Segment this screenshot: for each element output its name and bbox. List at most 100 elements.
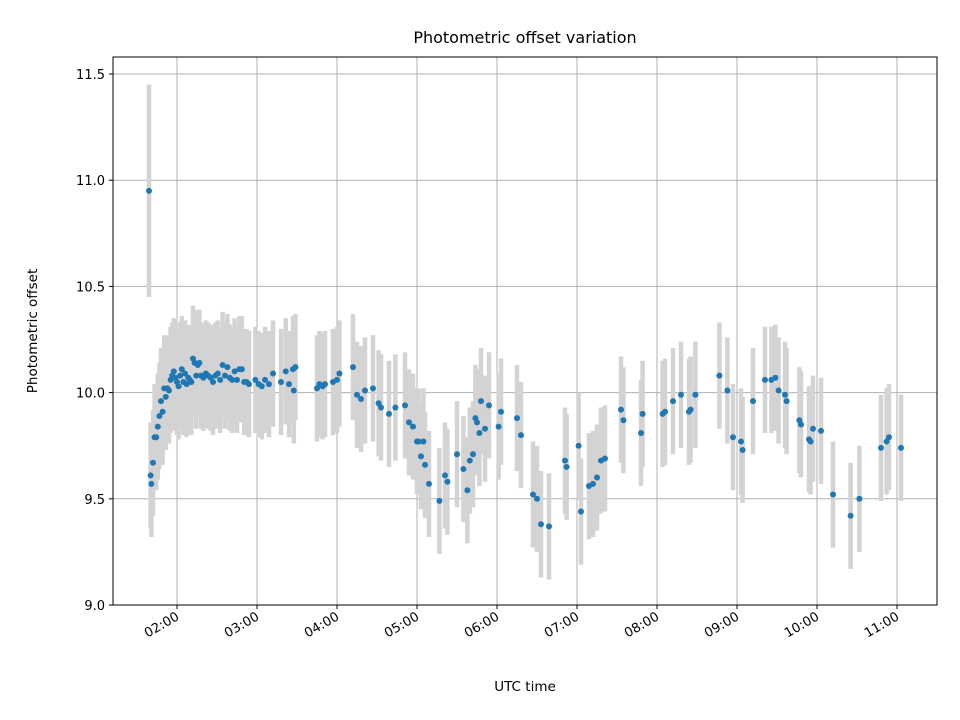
data-point	[175, 383, 182, 390]
data-point	[590, 480, 596, 487]
data-point	[898, 444, 904, 451]
y-tick-label: 11.5	[76, 68, 105, 83]
data-point	[147, 472, 154, 479]
data-point	[410, 423, 416, 430]
data-point	[886, 434, 892, 441]
data-point	[150, 459, 156, 466]
data-point	[234, 376, 240, 383]
y-tick-label: 9.0	[84, 599, 105, 614]
y-axis-ticks: 9.0 9.5 10.0 10.5 11.0 11.5	[76, 68, 113, 614]
y-axis-label: Photometric offset	[25, 269, 41, 393]
data-point	[638, 429, 644, 436]
data-point	[334, 376, 340, 383]
data-points	[146, 187, 904, 530]
data-point	[262, 376, 268, 383]
y-tick-label: 9.5	[84, 493, 105, 508]
data-point	[177, 372, 184, 379]
data-point	[426, 480, 432, 487]
data-point	[830, 491, 836, 498]
data-point	[420, 438, 427, 445]
chart-title: Photometric offset variation	[413, 28, 636, 47]
data-point	[170, 368, 177, 375]
data-point	[486, 402, 492, 409]
data-point	[292, 364, 299, 371]
data-point	[193, 372, 200, 379]
data-point	[739, 446, 746, 453]
data-point	[222, 372, 228, 379]
data-point	[442, 472, 448, 479]
data-point	[156, 412, 163, 419]
data-point	[153, 434, 160, 441]
data-point	[678, 391, 684, 398]
data-point	[856, 495, 863, 502]
data-point	[246, 381, 252, 388]
data-point	[546, 523, 552, 530]
data-point	[336, 370, 343, 377]
data-point	[594, 474, 600, 481]
data-point	[183, 381, 190, 388]
data-point	[460, 466, 467, 473]
data-point	[229, 376, 236, 383]
data-point	[602, 455, 608, 462]
data-point	[188, 378, 195, 385]
data-point	[478, 398, 484, 405]
data-point	[738, 438, 744, 445]
data-point	[252, 376, 259, 383]
data-point	[362, 387, 368, 394]
data-point	[290, 387, 297, 394]
data-point	[466, 457, 473, 464]
data-point	[370, 385, 376, 392]
data-point	[146, 187, 152, 194]
data-point	[154, 423, 161, 430]
data-point	[354, 391, 360, 398]
data-point	[196, 359, 203, 366]
data-point	[730, 434, 736, 441]
data-point	[847, 512, 854, 519]
data-point	[217, 376, 224, 383]
data-point	[322, 381, 328, 388]
data-point	[258, 383, 265, 390]
data-point	[231, 368, 238, 375]
data-point	[692, 391, 699, 398]
data-point	[350, 364, 356, 371]
data-point	[406, 419, 412, 426]
data-point	[158, 398, 164, 405]
data-point	[219, 361, 226, 368]
data-point	[474, 419, 480, 426]
data-point	[282, 368, 289, 375]
data-point	[534, 495, 540, 502]
data-point	[620, 417, 627, 424]
data-point	[578, 508, 584, 515]
data-point	[783, 398, 790, 405]
x-axis-label: UTC time	[494, 679, 556, 695]
data-point	[476, 429, 483, 436]
data-point	[464, 487, 471, 494]
data-point	[266, 381, 272, 388]
data-point	[772, 374, 779, 381]
data-point	[670, 398, 676, 405]
y-tick-label: 10.0	[76, 387, 105, 402]
data-point	[392, 404, 399, 411]
data-point	[286, 381, 292, 388]
data-point	[810, 425, 816, 432]
data-point	[639, 410, 646, 417]
data-point	[807, 438, 814, 445]
data-point	[775, 387, 782, 394]
data-point	[178, 366, 185, 373]
y-tick-label: 10.5	[76, 280, 105, 295]
data-point	[562, 457, 568, 464]
data-point	[750, 398, 756, 405]
data-point	[159, 408, 166, 415]
data-point	[402, 402, 408, 409]
data-point	[210, 378, 216, 385]
data-point	[538, 521, 544, 528]
data-point	[518, 432, 524, 439]
data-point	[482, 425, 488, 432]
data-point	[514, 415, 520, 422]
data-point	[716, 372, 723, 379]
data-point	[470, 451, 476, 458]
data-point	[530, 491, 536, 498]
data-point	[418, 453, 424, 460]
data-point	[878, 444, 884, 451]
